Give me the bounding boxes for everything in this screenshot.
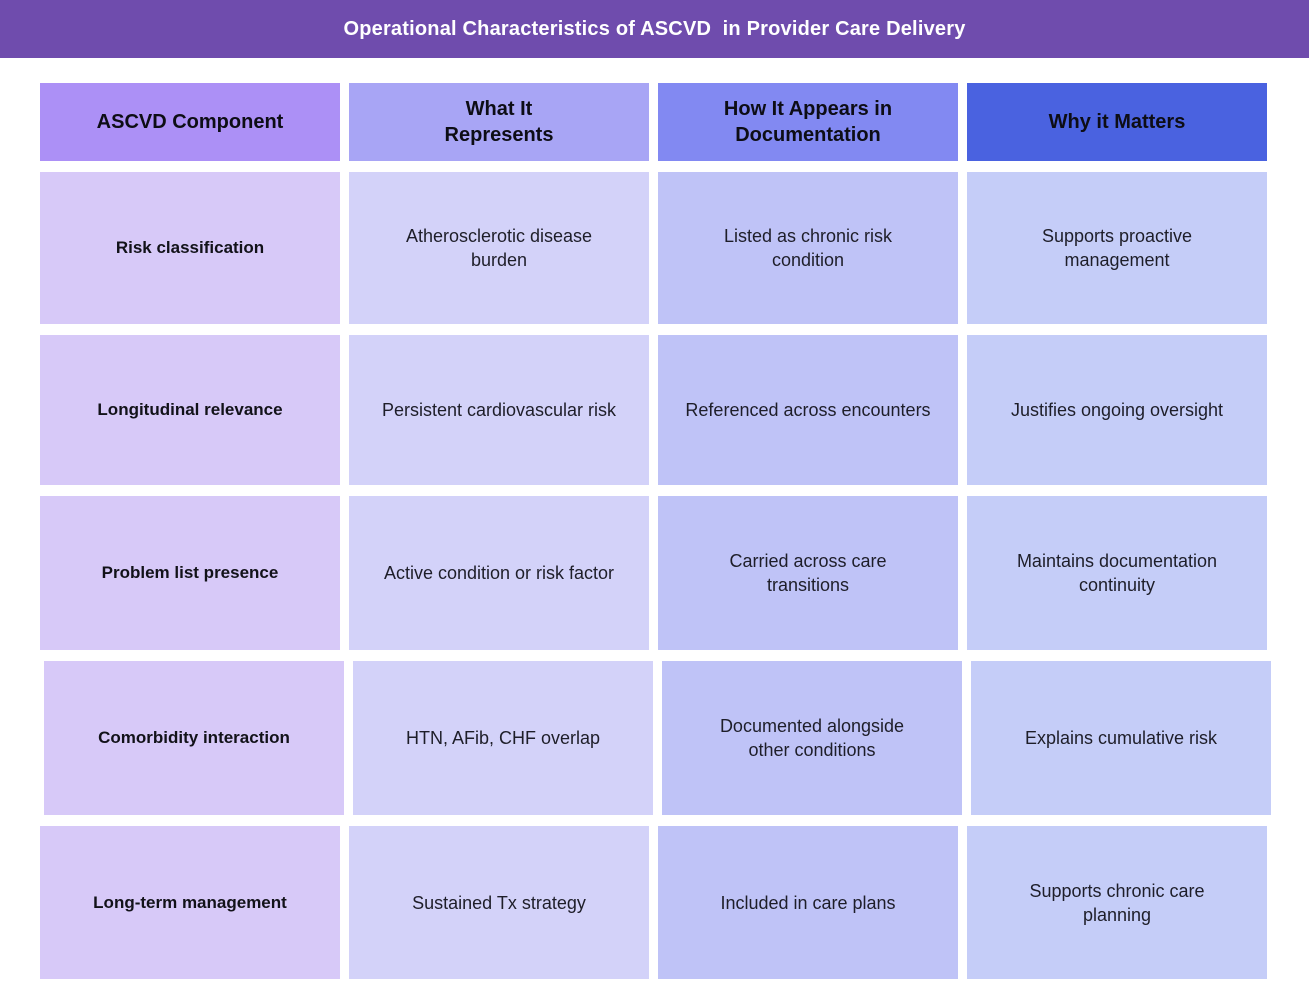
cell-text: Documented alongside other conditions <box>719 716 905 760</box>
cell-matters-row-4: Explains cumulative risk <box>971 661 1271 815</box>
cell-text: Problem list presence <box>101 563 279 582</box>
cell-documentation-row-5: Included in care plans <box>658 826 958 979</box>
cell-text: Risk classification <box>115 238 265 257</box>
cell-matters-row-3: Maintains documentation continuity <box>967 496 1267 650</box>
cell-text: Listed as chronic risk condition <box>723 226 893 270</box>
cell-text: Justifies ongoing oversight <box>1010 400 1224 420</box>
cell-documentation-row-2: Referenced across encounters <box>658 335 958 485</box>
cell-component-longitudinal-relevance: Longitudinal relevance <box>40 335 340 485</box>
cell-text: Carried across care transitions <box>729 551 887 595</box>
cell-represents-row-4: HTN, AFib, CHF overlap <box>353 661 653 815</box>
column-header-ascvd-component: ASCVD Component <box>40 83 340 161</box>
column-header-label: ASCVD Component <box>96 111 284 133</box>
cell-component-long-term-management: Long-term management <box>40 826 340 979</box>
column-header-label: How It Appears in Documentation <box>723 98 893 146</box>
cell-text: Persistent cardiovascular risk <box>381 400 617 420</box>
cell-represents-row-5: Sustained Tx strategy <box>349 826 649 979</box>
cell-text: Atherosclerotic disease burden <box>405 226 593 270</box>
title-bar: Operational Characteristics of ASCVD in … <box>0 0 1309 58</box>
cell-matters-row-5: Supports chronic care planning <box>967 826 1267 979</box>
cell-documentation-row-1: Listed as chronic risk condition <box>658 172 958 324</box>
cell-text: HTN, AFib, CHF overlap <box>405 728 601 748</box>
cell-text: Supports proactive management <box>1041 226 1193 270</box>
column-header-why-it-matters: Why it Matters <box>967 83 1267 161</box>
cell-documentation-row-4: Documented alongside other conditions <box>662 661 962 815</box>
cell-text: Supports chronic care planning <box>1029 880 1205 925</box>
cell-text: Longitudinal relevance <box>97 400 283 419</box>
cell-text: Explains cumulative risk <box>1024 728 1218 748</box>
cell-matters-row-2: Justifies ongoing oversight <box>967 335 1267 485</box>
cell-component-comorbidity-interaction: Comorbidity interaction <box>44 661 344 815</box>
cell-matters-row-1: Supports proactive management <box>967 172 1267 324</box>
cell-text: Sustained Tx strategy <box>412 892 586 913</box>
column-header-label: Why it Matters <box>1048 111 1186 133</box>
column-header-what-it-represents: What It Represents <box>349 83 649 161</box>
column-header-how-it-appears: How It Appears in Documentation <box>658 83 958 161</box>
cell-component-risk-classification: Risk classification <box>40 172 340 324</box>
cell-text: Maintains documentation continuity <box>1016 551 1218 595</box>
cell-component-problem-list-presence: Problem list presence <box>40 496 340 650</box>
cell-represents-row-1: Atherosclerotic disease burden <box>349 172 649 324</box>
cell-documentation-row-3: Carried across care transitions <box>658 496 958 650</box>
cell-text: Comorbidity interaction <box>98 728 290 747</box>
cell-text: Included in care plans <box>720 892 896 913</box>
cell-text: Active condition or risk factor <box>383 563 615 583</box>
ascvd-table: ASCVD Component What It Represents How I… <box>40 83 1271 979</box>
cell-text: Referenced across encounters <box>685 400 931 420</box>
cell-represents-row-2: Persistent cardiovascular risk <box>349 335 649 485</box>
cell-text: Long-term management <box>93 892 287 912</box>
page-title: Operational Characteristics of ASCVD in … <box>343 17 966 40</box>
column-header-label: What It Represents <box>444 98 554 146</box>
cell-represents-row-3: Active condition or risk factor <box>349 496 649 650</box>
